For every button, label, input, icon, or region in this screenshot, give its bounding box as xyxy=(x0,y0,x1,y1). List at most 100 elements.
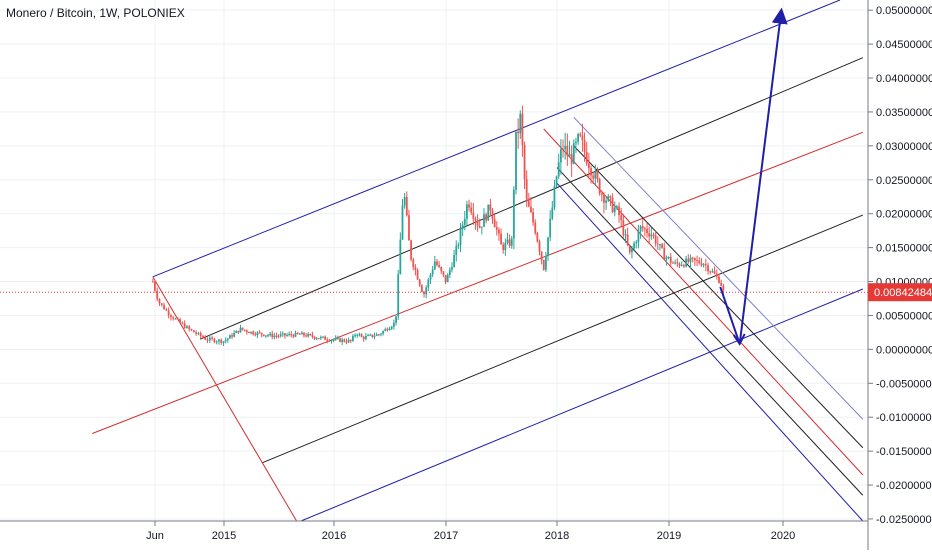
candle-body xyxy=(564,145,567,150)
candle-body xyxy=(360,334,363,337)
candle-body xyxy=(403,196,406,206)
candle-body xyxy=(628,244,631,253)
candle-body xyxy=(631,248,633,253)
candle-body xyxy=(650,234,653,237)
candle-body xyxy=(622,220,625,236)
candle-body xyxy=(646,228,648,234)
candle-body xyxy=(401,205,404,240)
candle-body xyxy=(420,285,423,292)
candle-body xyxy=(248,332,250,334)
x-tick-label: 2016 xyxy=(322,530,346,542)
candle-body xyxy=(284,333,286,336)
candle-body xyxy=(208,337,211,341)
y-tick-label: 0.04000000 xyxy=(876,73,932,85)
candle-body xyxy=(273,335,276,338)
candle-body xyxy=(288,334,291,336)
candle-body xyxy=(722,285,725,291)
candle-body xyxy=(425,287,428,295)
candle-body xyxy=(508,239,511,246)
red-median-line xyxy=(92,131,863,434)
candle-body xyxy=(648,233,651,237)
candle-body xyxy=(483,214,485,227)
candle-body xyxy=(397,274,400,317)
candle-body xyxy=(202,336,204,338)
candle-body xyxy=(197,332,200,334)
candle-body xyxy=(192,330,195,333)
candle-body xyxy=(298,333,301,335)
candle-body xyxy=(349,339,352,341)
y-tick-label: -0.02500000 xyxy=(876,514,932,526)
candle-body xyxy=(264,335,267,337)
x-axis[interactable]: Jun 2015 2016 2017 2018 2019 2020 xyxy=(146,521,795,542)
candle-body xyxy=(233,333,236,337)
candle-body xyxy=(532,212,534,223)
candle-body xyxy=(239,327,242,333)
candle-body xyxy=(607,196,610,201)
candle-body xyxy=(555,176,558,186)
candle-body xyxy=(188,326,191,330)
candle-body xyxy=(195,332,197,334)
candle-body xyxy=(279,334,282,336)
candle-body xyxy=(448,269,451,275)
candle-body xyxy=(412,259,415,268)
last-price-label: 0.00842484 xyxy=(874,287,932,299)
candle-body xyxy=(254,334,257,336)
candle-body xyxy=(620,215,623,221)
trend-lines[interactable] xyxy=(92,0,864,521)
candle-body xyxy=(609,196,612,198)
candle-body xyxy=(258,332,261,334)
candle-body xyxy=(356,334,359,336)
candle-body xyxy=(179,319,181,323)
candle-body xyxy=(472,212,475,219)
candle-body xyxy=(326,339,329,341)
candle-body xyxy=(545,255,547,270)
candle-body xyxy=(154,281,156,291)
candle-body xyxy=(262,334,265,336)
candle-body xyxy=(613,207,616,212)
candle-body xyxy=(605,200,608,203)
candle-body xyxy=(431,269,434,275)
candle-body xyxy=(170,315,172,318)
candle-body xyxy=(502,244,505,250)
x-tick-label: 2020 xyxy=(771,530,795,542)
candle-body xyxy=(596,171,599,179)
candle-body xyxy=(700,263,703,266)
candle-body xyxy=(643,228,646,230)
candle-body xyxy=(271,333,274,338)
candle-body xyxy=(707,265,709,272)
candle-body xyxy=(375,334,378,336)
blue-channel-lower xyxy=(300,288,863,521)
candle-body xyxy=(235,330,238,334)
candle-body xyxy=(476,220,479,227)
candle-body xyxy=(493,219,496,228)
candle-body xyxy=(369,334,372,336)
candle-body xyxy=(506,239,509,243)
candle-body xyxy=(364,336,367,339)
y-axis[interactable]: 0.05000000 0.04500000 0.04000000 0.03500000… xyxy=(868,5,932,526)
candle-body xyxy=(538,241,541,252)
blue-channel-upper xyxy=(152,0,841,278)
axes xyxy=(0,0,869,550)
x-tick-label: Jun xyxy=(146,530,164,542)
candle-body xyxy=(345,341,348,343)
candle-body xyxy=(696,260,698,262)
candle-body xyxy=(527,199,530,207)
projection-arrow[interactable] xyxy=(719,7,788,346)
candle-body xyxy=(358,334,361,336)
candle-body xyxy=(423,291,425,295)
x-tick-label: 2015 xyxy=(212,530,236,542)
candle-body xyxy=(313,336,316,339)
y-tick-label: 0.03000000 xyxy=(876,141,932,153)
candle-body xyxy=(269,333,272,336)
candle-body xyxy=(172,317,175,319)
candle-body xyxy=(336,338,339,340)
candle-body xyxy=(665,257,668,260)
candle-body xyxy=(485,214,488,221)
black-channel-lower xyxy=(262,214,863,464)
candle-body xyxy=(408,215,410,241)
candle-body xyxy=(303,332,305,336)
candle-body xyxy=(680,265,683,267)
candle-body xyxy=(237,330,240,333)
